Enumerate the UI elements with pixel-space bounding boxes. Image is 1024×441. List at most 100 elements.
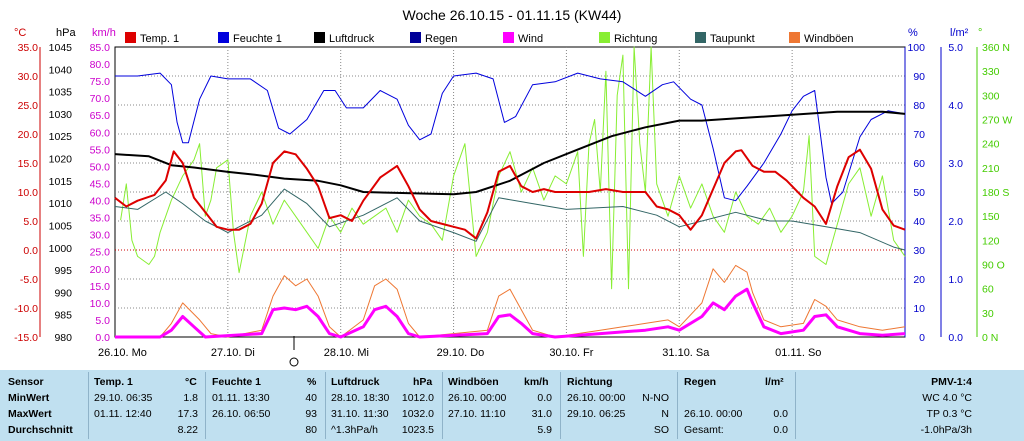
gust-min-date: 26.10. 00:00 <box>448 392 507 404</box>
dir-max-val: N <box>661 408 669 420</box>
dir-avg: SO <box>653 424 669 436</box>
pmv-tp: TP 0.3 °C <box>926 408 972 420</box>
temp-unit-label: °C <box>14 27 26 39</box>
temp-tick-label: -5.0 <box>20 274 38 286</box>
day-labels: 26.10. Mo 27.10. Di 28.10. Mi 29.10. Do 30.1… <box>98 347 821 359</box>
hum-tick-label: 20 <box>913 274 925 286</box>
hum-header: Feuchte 1 <box>212 376 262 388</box>
press-min-date: 28.10. 18:30 <box>331 392 390 404</box>
wind-tick-label: 85.0 <box>90 42 111 54</box>
temp-tick-label: 10.0 <box>18 187 39 199</box>
temp-tick-label: -10.0 <box>14 303 38 315</box>
hum-avg: 80 <box>305 424 317 436</box>
chart-title: Woche 26.10.15 - 01.11.15 (KW44) <box>403 7 622 23</box>
dir-tick-label: 330 <box>982 66 1000 78</box>
hum-tick-label: 40 <box>913 216 925 228</box>
press-tick-label: 985 <box>54 310 72 322</box>
dir-min-date: 26.10. 00:00 <box>567 392 626 404</box>
hum-min-val: 40 <box>305 392 317 404</box>
wind-tick-label: 20.0 <box>90 264 111 276</box>
dir-min-val: N-NO <box>642 392 669 404</box>
day-label: 27.10. Di <box>211 347 255 359</box>
press-tick-label: 1005 <box>49 220 73 232</box>
gust-unit: km/h <box>524 376 549 388</box>
temp-tick-label: 15.0 <box>18 158 39 170</box>
axes: 35.0 30.0 25.0 20.0 15.0 10.0 5.0 0.0 -5.0 -10.0 -… <box>14 42 1012 344</box>
legend-swatch <box>218 32 229 43</box>
rain-tick-label: 4.0 <box>948 100 963 112</box>
wind-tick-label: 55.0 <box>90 144 111 156</box>
hum-min-date: 01.11. 13:30 <box>212 392 270 404</box>
press-tick-label: 995 <box>54 265 72 277</box>
dir-tick-label: 270 W <box>982 115 1012 127</box>
legend-swatch <box>503 32 514 43</box>
legend-label: Luftdruck <box>329 33 375 45</box>
temp-min-val: 1.8 <box>183 392 198 404</box>
press-max-date: 31.10. 11:30 <box>331 408 389 420</box>
dir-tick-label: 240 <box>982 139 1000 151</box>
legend: Temp. 1 Feuchte 1 Luftdruck Regen Wind Richtu… <box>125 32 854 45</box>
legend-swatch <box>599 32 610 43</box>
hum-tick-label: 30 <box>913 245 925 257</box>
wind-unit-label: km/h <box>92 27 116 39</box>
sensor-header: Sensor <box>8 376 44 388</box>
hum-tick-label: 50 <box>913 187 925 199</box>
hum-tick-label: 10 <box>913 303 925 315</box>
wind-tick-label: 50.0 <box>90 161 111 173</box>
temp-tick-label: 35.0 <box>18 42 39 54</box>
dir-tick-label: 360 N <box>982 42 1010 54</box>
legend-swatch <box>789 32 800 43</box>
gust-min-val: 0.0 <box>537 392 552 404</box>
rain-total-label: Gesamt: <box>684 424 724 436</box>
legend-swatch <box>695 32 706 43</box>
statistics-panel: Sensor MinWert MaxWert Durchschnitt Temp… <box>0 370 1024 441</box>
wind-tick-label: 5.0 <box>95 315 110 327</box>
wind-tick-label: 70.0 <box>90 93 111 105</box>
temp-max-date: 01.11. 12:40 <box>94 408 152 420</box>
rain-header: Regen <box>684 376 717 388</box>
axis-unit-labels: °C hPa km/h% l/m² ° <box>14 27 982 39</box>
press-max-val: 1032.0 <box>401 408 434 420</box>
dir-tick-label: 0 N <box>982 332 998 344</box>
hum-tick-label: 100 <box>907 42 925 54</box>
press-tick-label: 1030 <box>49 109 73 121</box>
legend-label: Wind <box>518 33 543 45</box>
legend-label: Regen <box>425 33 457 45</box>
dir-unit-label: ° <box>978 27 982 39</box>
rain-tick-label: 5.0 <box>948 42 963 54</box>
hum-max-val: 93 <box>305 408 317 420</box>
row-max: MaxWert <box>8 408 52 420</box>
press-unit-label: hPa <box>56 27 76 39</box>
gust-header: Windböen <box>448 376 499 388</box>
press-tick-label: 1020 <box>49 154 73 166</box>
legend-swatch <box>314 32 325 43</box>
time-cursor[interactable] <box>289 336 299 367</box>
gust-max-val: 31.0 <box>531 408 552 420</box>
temp-tick-label: -15.0 <box>14 332 38 344</box>
series-windb-en <box>115 264 906 338</box>
hum-tick-label: 0 <box>919 332 925 344</box>
dir-tick-label: 210 <box>982 163 1000 175</box>
wind-tick-label: 25.0 <box>90 247 111 259</box>
rain-max-date: 26.10. 00:00 <box>684 408 743 420</box>
press-trend: ^1.3hPa/h <box>331 424 378 436</box>
hum-tick-label: 80 <box>913 100 925 112</box>
series-temp-1 <box>114 148 906 240</box>
press-tick-label: 980 <box>54 332 72 344</box>
wind-tick-label: 65.0 <box>90 110 111 122</box>
press-tick-label: 1035 <box>49 87 73 99</box>
row-min: MinWert <box>8 392 50 404</box>
rain-total-val: 0.0 <box>773 424 788 436</box>
temp-max-val: 17.3 <box>177 408 198 420</box>
press-unit: hPa <box>413 376 433 388</box>
dir-tick-label: 60 <box>982 284 994 296</box>
day-label: 31.10. Sa <box>662 347 710 359</box>
temp-tick-label: 25.0 <box>18 100 39 112</box>
hum-unit: % <box>307 376 317 388</box>
press-tick-label: 1045 <box>49 42 73 54</box>
pmv-header: PMV-1:4 <box>931 376 972 388</box>
series-richtung <box>120 46 906 290</box>
pmv-trend: -1.0hPa/3h <box>920 424 972 436</box>
gust-avg: 5.9 <box>537 424 552 436</box>
legend-swatch <box>410 32 421 43</box>
